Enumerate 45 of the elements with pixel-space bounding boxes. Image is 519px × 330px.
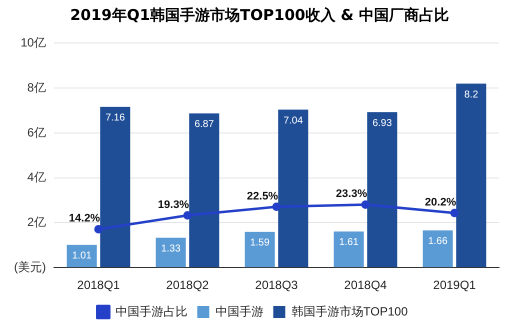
legend-label: 中国手游占比 (115, 304, 188, 318)
bar (278, 110, 308, 268)
data-label: 6.87 (194, 119, 214, 130)
bar (367, 112, 398, 268)
bar (422, 230, 453, 268)
bar (456, 84, 486, 268)
x-tick-label: 2018Q4 (344, 278, 388, 292)
bar (100, 106, 130, 268)
bar (156, 238, 186, 268)
data-label: 1.33 (161, 244, 181, 255)
data-label: 22.5% (246, 190, 278, 202)
data-label: 6.93 (372, 118, 392, 129)
data-label: 19.3% (158, 198, 190, 211)
y-tick-label: (美元) (14, 260, 46, 274)
data-label: 1.66 (428, 236, 448, 248)
data-label: 8.2 (464, 89, 479, 100)
bar (244, 232, 275, 268)
legend-label: 中国手游 (215, 304, 264, 318)
data-label: 1.61 (339, 237, 359, 248)
x-tick-label: 2018Q3 (255, 278, 298, 292)
data-label: 14.2% (68, 212, 100, 225)
point (272, 202, 281, 212)
legend-label: 韩国手游市场TOP100 (291, 304, 408, 318)
data-label: 7.16 (105, 112, 126, 124)
bar (66, 244, 97, 268)
y-tick-label: 6亿 (27, 125, 46, 140)
point (450, 208, 459, 218)
data-label: 23.3% (336, 188, 368, 200)
data-label: 7.04 (283, 115, 304, 126)
point (361, 200, 370, 209)
point (183, 211, 192, 220)
y-tick-label: 8亿 (27, 80, 46, 94)
data-label: 20.2% (424, 196, 456, 209)
data-label: 1.59 (250, 238, 270, 249)
point (94, 224, 103, 234)
y-tick-label: 4亿 (27, 170, 46, 184)
x-tick-label: 2018Q2 (166, 278, 210, 292)
data-label: 1.01 (72, 250, 92, 262)
y-tick-label: 2亿 (27, 215, 46, 230)
bar (189, 113, 220, 268)
chart-title: 2019年Q1韩国手游市场TOP100收入 & 中国厂商占比 (69, 5, 450, 26)
x-tick-label: 2019Q1 (433, 278, 476, 292)
x-tick-label: 2018Q1 (77, 278, 120, 292)
bar (334, 231, 364, 268)
y-tick-label: 10亿 (20, 36, 46, 50)
